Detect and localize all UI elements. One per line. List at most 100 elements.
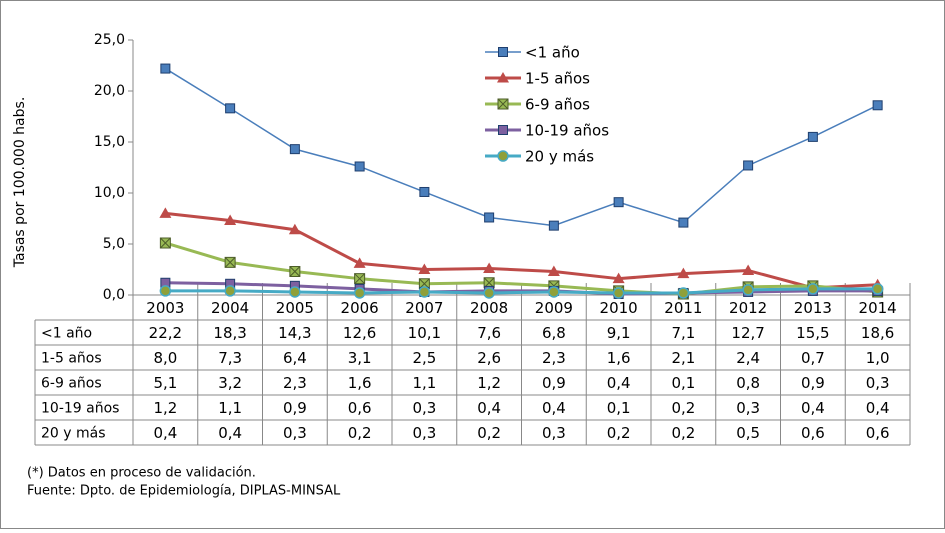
table-cell: 1,2 [153,399,177,417]
x-tick-label: 2004 [211,299,249,317]
legend-marker [498,125,508,135]
table-cell: 0,4 [218,424,242,442]
point [677,287,690,299]
point [483,287,495,299]
table-cell: 0,9 [801,374,825,392]
table-cell: 0,4 [607,374,631,392]
table-cell: 0,5 [736,424,760,442]
table-cell: 2,3 [542,349,566,367]
table-cell: 1,0 [866,349,890,367]
point [225,103,236,114]
table-cell: 14,3 [278,324,311,342]
x-tick-label: 2009 [535,299,573,317]
point [807,131,818,142]
point [871,283,884,295]
table-cell: 0,4 [801,399,825,417]
point [159,285,172,297]
x-tick-label: 2010 [600,299,638,317]
table-cell: 5,1 [153,374,177,392]
table-cell: 8,0 [153,349,177,367]
table-cell: 0,1 [607,399,631,417]
table-cell: 1,1 [218,399,242,417]
point [289,286,301,298]
y-tick-label: 25,0 [94,32,125,48]
legend-label: <1 año [525,44,580,62]
point [354,161,365,172]
table-row-label: 1-5 años [41,351,102,367]
table-cell: 1,6 [607,349,631,367]
table-cell: 0,1 [671,374,695,392]
legend-label: 6-9 años [525,96,590,114]
point [160,63,171,74]
table-cell: 0,9 [283,399,307,417]
y-tick-label: 10,0 [94,185,125,201]
point [612,272,625,284]
point [547,265,560,277]
point [224,214,237,226]
point [159,237,171,249]
legend-label: 1-5 años [525,70,590,88]
table-cell: 0,8 [736,374,760,392]
table-row-label: 20 y más [41,426,106,442]
table-cell: 0,2 [671,424,695,442]
table-cell: 0,4 [542,399,566,417]
table-cell: 12,6 [343,324,376,342]
table-cell: 3,1 [348,349,372,367]
table-cell: 3,2 [218,374,242,392]
point [677,267,690,279]
point [418,263,431,274]
point [419,186,430,197]
table-row-label: 10-19 años [41,401,119,417]
point [678,217,689,228]
x-tick-label: 2014 [859,299,897,317]
legend-marker [497,150,509,162]
table-cell: 9,1 [607,324,631,342]
table-cell: 0,6 [348,399,372,417]
point [807,283,819,295]
table-cell: 0,9 [542,374,566,392]
legend-marker [497,98,509,110]
y-tick-label: 5,0 [103,236,125,252]
table-cell: 0,3 [866,374,890,392]
point [354,273,366,285]
point [483,262,496,273]
table-cell: 0,3 [412,424,436,442]
legend-marker [498,47,508,57]
table-cell: 0,3 [283,424,307,442]
legend-marker [497,72,509,83]
x-tick-label: 2006 [341,299,379,317]
table-cell: 1,2 [477,374,501,392]
table-cell: 10,1 [408,324,441,342]
table-cell: 18,3 [213,324,246,342]
table-row-label: 6-9 años [41,376,102,392]
table-cell: 2,4 [736,349,760,367]
point [743,160,754,171]
y-tick-label: 0,0 [103,287,125,303]
y-tick-label: 15,0 [94,134,125,150]
table-cell: 7,3 [218,349,242,367]
table-cell: 0,4 [477,399,501,417]
point [612,287,625,299]
table-cell: 2,1 [671,349,695,367]
point [742,284,754,296]
x-tick-label: 2005 [276,299,314,317]
y-tick-label: 20,0 [94,83,125,99]
table-cell: 12,7 [731,324,764,342]
table-cell: 6,8 [542,324,566,342]
table-cell: 2,3 [283,374,307,392]
note: Fuente: Dpto. de Epidemiología, DIPLAS-M… [27,484,341,499]
table-cell: 0,4 [153,424,177,442]
table-cell: 0,2 [671,399,695,417]
table-cell: 0,3 [736,399,760,417]
table-cell: 1,6 [348,374,372,392]
series-line [164,241,878,296]
point [613,197,624,208]
point [159,207,172,218]
point [353,287,366,299]
table-cell: 0,6 [866,424,890,442]
point [548,286,560,298]
x-tick-label: 2007 [405,299,443,317]
series-line [165,211,878,290]
table-cell: 22,2 [149,324,182,342]
y-axis-label: Tasas por 100.000 habs. [12,97,28,269]
